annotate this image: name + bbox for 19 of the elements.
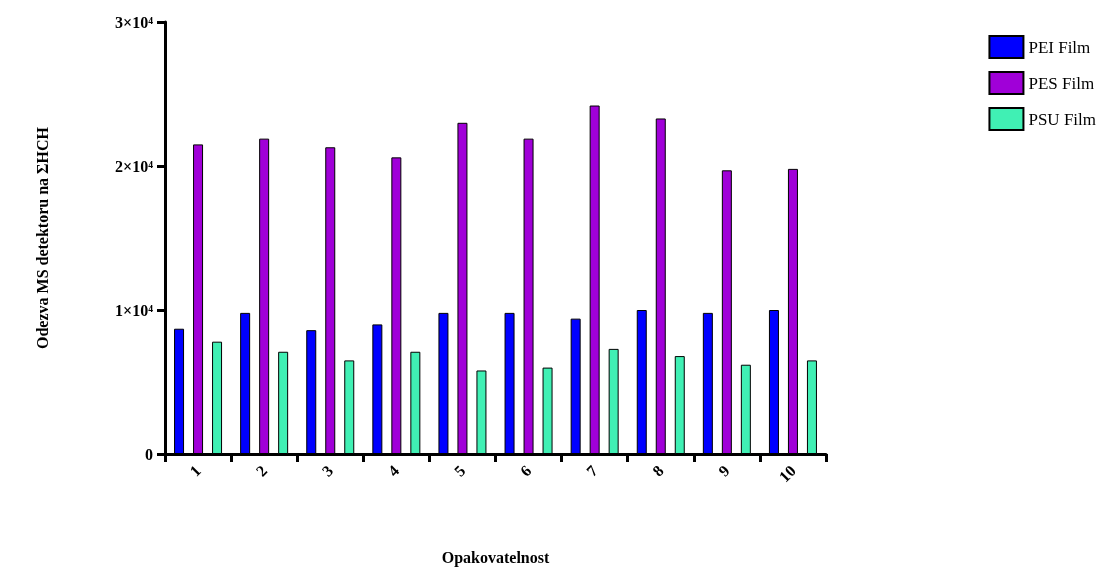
y-tick-label: 0: [145, 445, 153, 463]
x-tick-label: 7: [582, 461, 601, 480]
x-tick-label: 8: [649, 461, 667, 480]
x-axis-title: Opakovatelnost: [441, 548, 550, 567]
legend-label: PES Film: [1028, 73, 1095, 93]
x-tick-label: 6: [516, 461, 535, 480]
y-tick-label: 1×10⁴: [115, 301, 154, 319]
x-tick-label: 10: [775, 461, 799, 486]
y-axis-title: Odezva MS detektoru na ΣHCH: [33, 126, 51, 350]
x-tick-label: 5: [450, 461, 469, 480]
legend-label: PSU Film: [1028, 109, 1096, 129]
y-tick-label: 3×10⁴: [115, 13, 154, 31]
x-tick-label: 2: [252, 461, 271, 480]
legend-label: PEI Film: [1028, 37, 1091, 57]
y-tick-label: 2×10⁴: [115, 157, 154, 175]
x-tick-label: 9: [715, 461, 733, 480]
x-tick-label: 1: [186, 461, 205, 480]
x-tick-label: 3: [318, 461, 337, 480]
x-tick-label: 4: [384, 461, 403, 480]
